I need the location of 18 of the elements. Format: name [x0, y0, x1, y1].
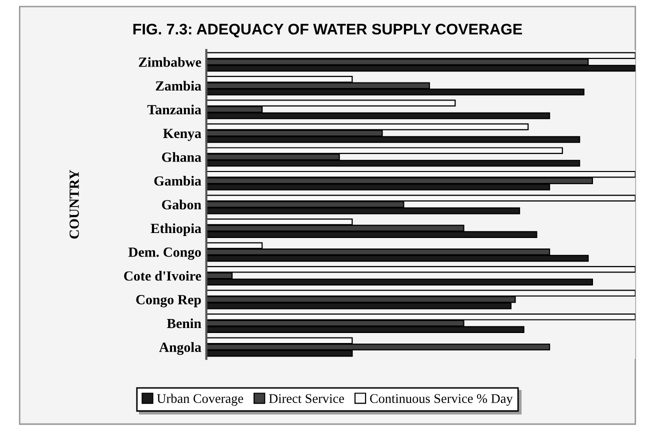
y-tick-label: Dem. Congo — [128, 248, 201, 260]
y-tick-label: Benin — [166, 318, 202, 328]
y-tick-label: Ghana — [162, 152, 202, 162]
legend-label: Direct Service — [268, 394, 344, 404]
y-tick-label: Ethiopia — [150, 223, 202, 236]
y-axis-title: COUNTRY — [70, 170, 79, 239]
y-tick-label: Tanzania — [147, 104, 202, 114]
legend-label: Continuous Service % Day — [370, 394, 513, 406]
chart-title: FIG. 7.3: ADEQUACY OF WATER SUPPLY COVERAGE — [133, 24, 522, 38]
legend-label: Urban Coverage — [156, 394, 244, 406]
y-tick-label: Kenya — [163, 128, 202, 141]
y-tick-label: Gambia — [154, 176, 202, 186]
y-tick-label: Angola — [159, 342, 202, 355]
y-tick-label: Cote d'Ivoire — [124, 270, 202, 281]
y-tick-label: Zimbabwe — [138, 57, 202, 67]
y-tick-label: Congo Rep — [136, 295, 201, 308]
y-tick-label: Zambia — [156, 80, 202, 91]
y-tick-label: Gabon — [162, 200, 202, 210]
